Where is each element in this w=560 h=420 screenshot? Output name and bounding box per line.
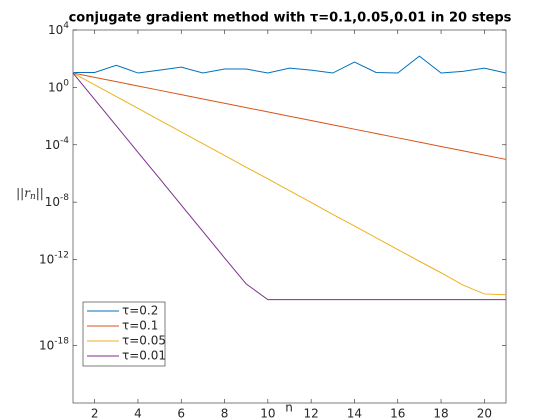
x-tick-label: 6 <box>177 407 185 420</box>
legend-box <box>82 301 166 367</box>
x-tick-label: 12 <box>304 407 319 420</box>
legend-label: τ=0.2 <box>122 304 158 318</box>
line <box>72 72 507 296</box>
legend-label: τ=0.05 <box>122 334 166 348</box>
chart-title: conjugate gradient method with τ=0.1,0.0… <box>69 11 512 26</box>
y-tick-label: 10-8 <box>45 193 70 209</box>
x-tick-label: 10 <box>260 407 275 420</box>
x-tick-label: 2 <box>91 407 99 420</box>
y-tick-label: 10-4 <box>45 135 70 151</box>
x-tick-label: 20 <box>477 407 492 420</box>
x-axis-label: n <box>285 401 293 415</box>
y-tick-label: 10-12 <box>39 250 69 266</box>
legend-label: τ=0.1 <box>122 319 158 333</box>
y-tick-label: 100 <box>48 78 69 94</box>
y-tick-label: 10-18 <box>39 336 69 352</box>
x-tick-label: 16 <box>390 407 405 420</box>
x-tick-label: 18 <box>433 407 448 420</box>
x-tick-label: 14 <box>347 407 362 420</box>
y-tick-label: 104 <box>48 21 69 37</box>
x-tick-label: 8 <box>221 407 229 420</box>
legend-label: τ=0.01 <box>122 349 166 363</box>
line <box>72 72 506 301</box>
line <box>72 72 507 160</box>
line <box>73 55 507 74</box>
x-tick-label: 4 <box>134 407 142 420</box>
y-axis-label: ||rn|| <box>16 186 44 202</box>
